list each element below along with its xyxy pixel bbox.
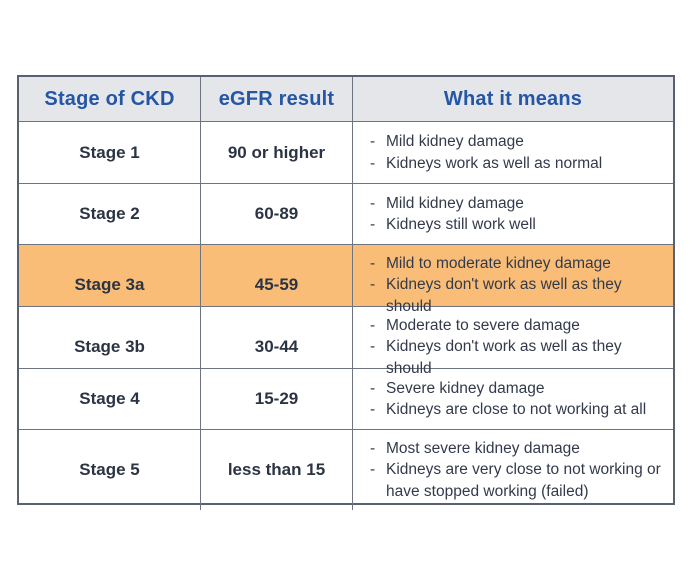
- stage-cell: Stage 2: [79, 204, 140, 223]
- meaning-text: Most severe kidney damage: [386, 440, 580, 457]
- meaning-cell: - Moderate to severe damage - Kidneys don'…: [352, 307, 673, 388]
- bullet-dash: -: [370, 401, 376, 418]
- stage-cell: Stage 3b: [74, 337, 145, 357]
- meaning-text: Kidneys still work well: [386, 216, 536, 233]
- meaning-text: Moderate to severe damage: [386, 317, 580, 334]
- bullet-dash: -: [370, 338, 376, 356]
- meaning-text: Mild kidney damage: [386, 133, 524, 151]
- egfr-cell: 60-89: [200, 184, 352, 244]
- egfr-cell: 90 or higher: [200, 122, 352, 183]
- meaning-text: Kidneys work as well as normal: [386, 154, 603, 172]
- header-stage-of-ckd: Stage of CKD: [44, 87, 175, 110]
- bullet-dash: -: [370, 194, 376, 212]
- meaning-text: Kidneys are close to not working at all: [386, 401, 647, 418]
- bullet-dash: -: [370, 276, 376, 294]
- stage-cell: Stage 3a: [74, 275, 145, 295]
- table-row-stage-4: Stage 4 15-29 - Severe kidney damage - Kid…: [19, 368, 673, 429]
- meaning-text: Kidneys don't work as well as they shoul…: [386, 276, 622, 315]
- bullet-dash: -: [370, 317, 376, 334]
- stage-cell: Stage 4: [79, 389, 140, 408]
- header-egfr-result: eGFR result: [200, 77, 352, 121]
- meaning-cell: - Most severe kidney damage - Kidneys are …: [352, 430, 673, 511]
- bullet-dash: -: [370, 461, 376, 479]
- meaning-cell: - Mild to moderate kidney damage - Kidneys…: [352, 245, 673, 326]
- stage-cell: Stage 5: [79, 460, 140, 480]
- bullet-dash: -: [370, 440, 376, 457]
- table-row-stage-1: Stage 1 90 or higher - Mild kidney damage…: [19, 121, 673, 183]
- ckd-stages-table: Stage of CKD eGFR result What it means S…: [17, 75, 675, 511]
- table-row-stage-5: Stage 5 less than 15 - Most severe kidney…: [19, 429, 673, 511]
- meaning-text: Mild kidney damage: [386, 194, 524, 212]
- bullet-dash: -: [370, 216, 376, 233]
- meaning-text: Severe kidney damage: [386, 379, 545, 397]
- bullet-dash: -: [370, 154, 376, 172]
- meaning-text: Kidneys are very close to not working or…: [386, 461, 661, 500]
- meaning-cell: - Mild kidney damage - Kidneys work as wel…: [352, 122, 673, 183]
- bullet-dash: -: [370, 133, 376, 151]
- header-what-it-means: What it means: [352, 77, 673, 121]
- egfr-cell: 45-59: [200, 245, 352, 326]
- stage-cell: Stage 1: [79, 142, 140, 162]
- bullet-dash: -: [370, 379, 376, 397]
- bullet-dash: -: [370, 255, 376, 272]
- meaning-cell: - Severe kidney damage - Kidneys are close…: [352, 369, 673, 429]
- egfr-cell: less than 15: [200, 430, 352, 511]
- meaning-text: Mild to moderate kidney damage: [386, 255, 611, 272]
- table-row-stage-3b: Stage 3b 30-44 - Moderate to severe damag…: [19, 306, 673, 388]
- meaning-text: Kidneys don't work as well as they shoul…: [386, 338, 622, 377]
- table-header-row: Stage of CKD eGFR result What it means: [19, 77, 673, 121]
- meaning-cell: - Mild kidney damage - Kidneys still work …: [352, 184, 673, 244]
- egfr-cell: 30-44: [200, 307, 352, 388]
- egfr-cell: 15-29: [200, 369, 352, 429]
- table-row-stage-2: Stage 2 60-89 - Mild kidney damage - Kidne…: [19, 183, 673, 244]
- table-row-stage-3a-highlighted: Stage 3a 45-59 - Mild to moderate kidney …: [19, 244, 673, 326]
